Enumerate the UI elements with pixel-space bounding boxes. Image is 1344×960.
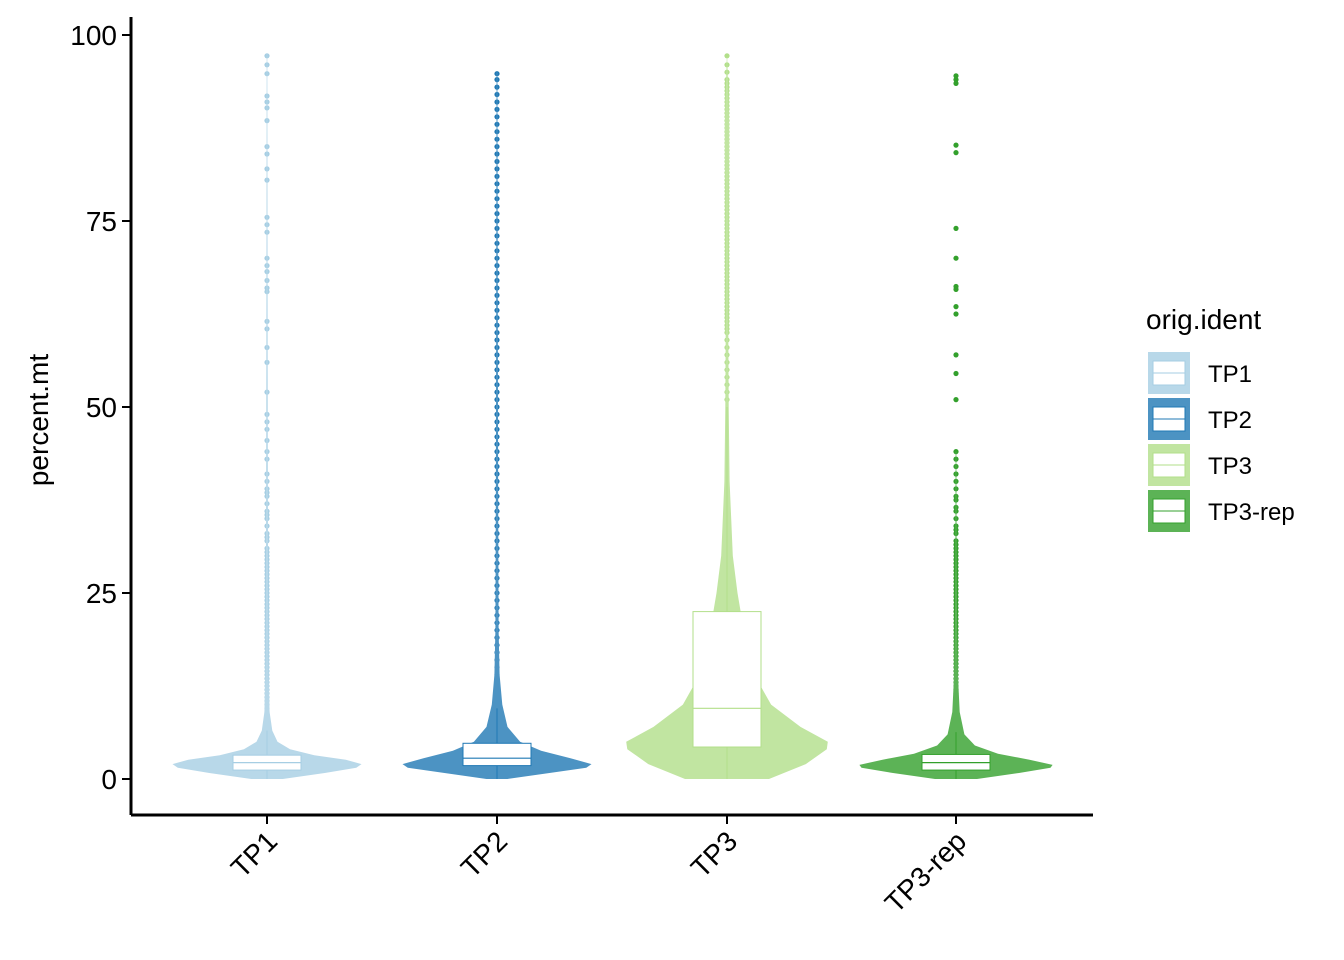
box-TP2 [462, 742, 532, 767]
outlier-point [953, 397, 959, 403]
x-tick-label: TP3-rep [879, 825, 972, 918]
box-TP3 [692, 611, 762, 748]
legend-label: TP3-rep [1208, 499, 1295, 526]
x-tick-label: TP1 [225, 825, 283, 883]
violin-group-TP3-rep [859, 73, 1053, 779]
legend-item-TP2: TP2 [1148, 398, 1252, 440]
legend: orig.ident TP1 TP2 TP3 TP3-rep [1146, 304, 1295, 532]
legend-item-TP1: TP1 [1148, 352, 1252, 394]
legend-items: TP1 TP2 TP3 TP3-rep [1148, 352, 1295, 532]
violin-body-TP1 [172, 53, 362, 780]
y-axis: 0 25 50 75 100 [70, 17, 133, 815]
outlier-point [724, 53, 730, 59]
outlier-point [953, 142, 959, 148]
legend-label: TP2 [1208, 407, 1252, 434]
legend-item-TP3: TP3 [1148, 444, 1252, 486]
violin-group-TP2 [402, 71, 592, 779]
outlier-point [953, 225, 959, 231]
legend-title: orig.ident [1146, 304, 1261, 335]
violin-body-TP3-rep [859, 451, 1053, 779]
y-tick-label: 100 [70, 20, 117, 51]
outlier-point [953, 150, 959, 156]
outlier-point [953, 304, 959, 310]
y-tick-label: 75 [86, 206, 117, 237]
outlier-point [953, 77, 959, 83]
outlier-point [953, 73, 959, 79]
outlier-point [953, 352, 959, 358]
legend-label: TP3 [1208, 453, 1252, 480]
x-tick-label: TP2 [455, 825, 513, 883]
violin-group-TP1 [172, 53, 362, 780]
y-tick-label: 25 [86, 578, 117, 609]
x-tick-label: TP3 [685, 825, 743, 883]
outlier-point [953, 311, 959, 317]
outlier-point [953, 255, 959, 261]
violin-group-TP3 [626, 53, 828, 780]
legend-item-TP3-rep: TP3-rep [1148, 490, 1295, 532]
outlier-point [953, 370, 959, 377]
x-axis: TP1 TP2 TP3 TP3-rep [131, 813, 1093, 919]
plot-area [172, 53, 1053, 780]
y-tick-label: 50 [86, 392, 117, 423]
y-tick-label: 0 [101, 764, 117, 795]
outlier-point [953, 286, 959, 292]
violin-body-TP2 [402, 72, 592, 779]
legend-label: TP1 [1208, 361, 1252, 388]
y-axis-title: percent.mt [23, 354, 54, 486]
outlier-point [953, 80, 959, 86]
